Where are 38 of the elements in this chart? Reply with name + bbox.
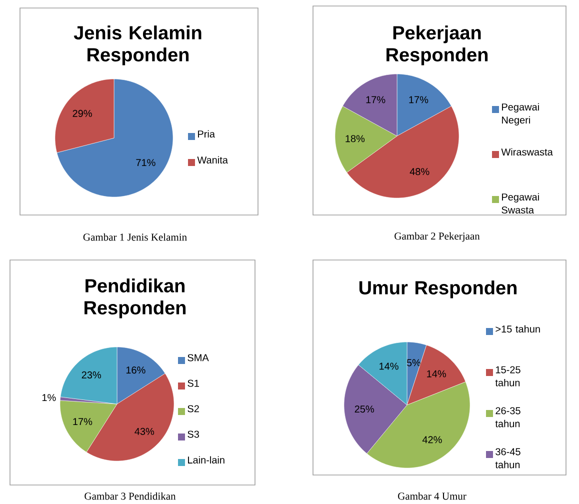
data-label: 16% bbox=[126, 366, 146, 374]
text: Gambar 3 Pendidikan bbox=[84, 492, 176, 500]
data-label: 17% bbox=[73, 418, 92, 426]
data-label: 25% bbox=[354, 405, 374, 413]
legend-label: 36-45 tahun bbox=[495, 448, 520, 468]
data-label: 5% bbox=[406, 359, 421, 366]
legend-label: S3 bbox=[188, 430, 199, 438]
legend-label: Pegawai Negeri bbox=[502, 103, 539, 126]
data-label: 23% bbox=[82, 371, 102, 378]
data-label: 29% bbox=[72, 110, 92, 117]
text: Gambar 2 Pekerjaan bbox=[394, 232, 480, 242]
chart-title: Jenis Kelamin Responden bbox=[74, 26, 202, 66]
data-label: 43% bbox=[134, 428, 154, 435]
legend-label: 15-25 tahun bbox=[495, 366, 520, 386]
legend-label: S1 bbox=[188, 380, 199, 387]
data-label: 1% bbox=[42, 394, 56, 402]
legend-label: SMA bbox=[188, 354, 209, 362]
data-label: 14% bbox=[427, 370, 446, 378]
data-label: 14% bbox=[380, 362, 398, 370]
text: Gambar 4 Umur bbox=[398, 492, 466, 500]
chart-title: Pekerjaan Responden bbox=[386, 26, 488, 66]
legend-label: Wiraswasta bbox=[501, 148, 553, 156]
legend-label: Pegawai Swasta bbox=[502, 193, 539, 214]
chart-title: Pendidikan Responden bbox=[84, 278, 186, 318]
legend-label: S2 bbox=[188, 405, 199, 412]
data-label: 17% bbox=[409, 96, 428, 104]
data-label: 17% bbox=[366, 96, 386, 104]
legend-label: Wanita bbox=[197, 156, 228, 164]
chart-title: Umur Responden bbox=[359, 280, 517, 298]
data-label: 48% bbox=[410, 168, 430, 176]
legend-label: Pria bbox=[198, 130, 215, 138]
legend-label: 26-35 tahun bbox=[495, 407, 520, 428]
data-label: 42% bbox=[422, 436, 442, 444]
text: Gambar 1 Jenis Kelamin bbox=[83, 233, 187, 241]
legend-label: >15 tahun bbox=[496, 325, 540, 333]
legend-label: Lain-lain bbox=[188, 456, 224, 464]
data-label: 18% bbox=[346, 135, 365, 142]
data-label: 71% bbox=[136, 159, 156, 166]
